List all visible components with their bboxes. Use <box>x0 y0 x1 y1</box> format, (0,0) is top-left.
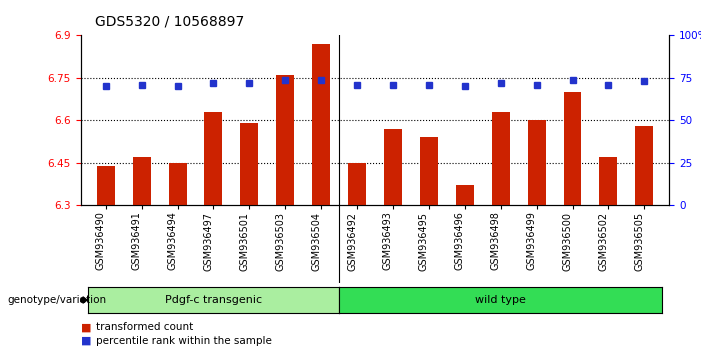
Bar <box>168 163 186 205</box>
Bar <box>132 157 151 205</box>
Text: GSM936503: GSM936503 <box>275 212 285 270</box>
Text: GSM936501: GSM936501 <box>239 212 250 270</box>
Bar <box>635 126 653 205</box>
Text: transformed count: transformed count <box>96 322 193 332</box>
Bar <box>276 75 294 205</box>
Text: GSM936493: GSM936493 <box>383 212 393 270</box>
Text: GSM936496: GSM936496 <box>455 212 465 270</box>
Text: GSM936499: GSM936499 <box>526 212 536 270</box>
Text: wild type: wild type <box>475 295 526 305</box>
Text: GSM936505: GSM936505 <box>634 212 644 271</box>
Bar <box>564 92 582 205</box>
Text: GSM936498: GSM936498 <box>491 212 501 270</box>
Text: GSM936492: GSM936492 <box>347 212 357 270</box>
Text: GSM936500: GSM936500 <box>562 212 573 270</box>
Bar <box>205 112 222 205</box>
Bar <box>97 166 115 205</box>
Bar <box>599 157 618 205</box>
Text: GSM936491: GSM936491 <box>132 212 142 270</box>
Text: GSM936497: GSM936497 <box>203 212 214 270</box>
Text: ■: ■ <box>81 322 91 332</box>
Bar <box>312 44 330 205</box>
Text: GSM936495: GSM936495 <box>419 212 429 270</box>
Text: genotype/variation: genotype/variation <box>7 295 106 305</box>
Bar <box>456 185 474 205</box>
Bar <box>528 120 545 205</box>
Bar <box>240 123 259 205</box>
Text: GSM936502: GSM936502 <box>599 212 608 271</box>
Text: Pdgf-c transgenic: Pdgf-c transgenic <box>165 295 262 305</box>
Text: GSM936494: GSM936494 <box>168 212 177 270</box>
Bar <box>491 112 510 205</box>
Bar <box>348 163 366 205</box>
Text: GSM936490: GSM936490 <box>96 212 106 270</box>
Bar <box>384 129 402 205</box>
Text: percentile rank within the sample: percentile rank within the sample <box>96 336 272 346</box>
Bar <box>420 137 438 205</box>
Text: GDS5320 / 10568897: GDS5320 / 10568897 <box>95 14 244 28</box>
Text: GSM936504: GSM936504 <box>311 212 321 270</box>
Text: ■: ■ <box>81 336 91 346</box>
